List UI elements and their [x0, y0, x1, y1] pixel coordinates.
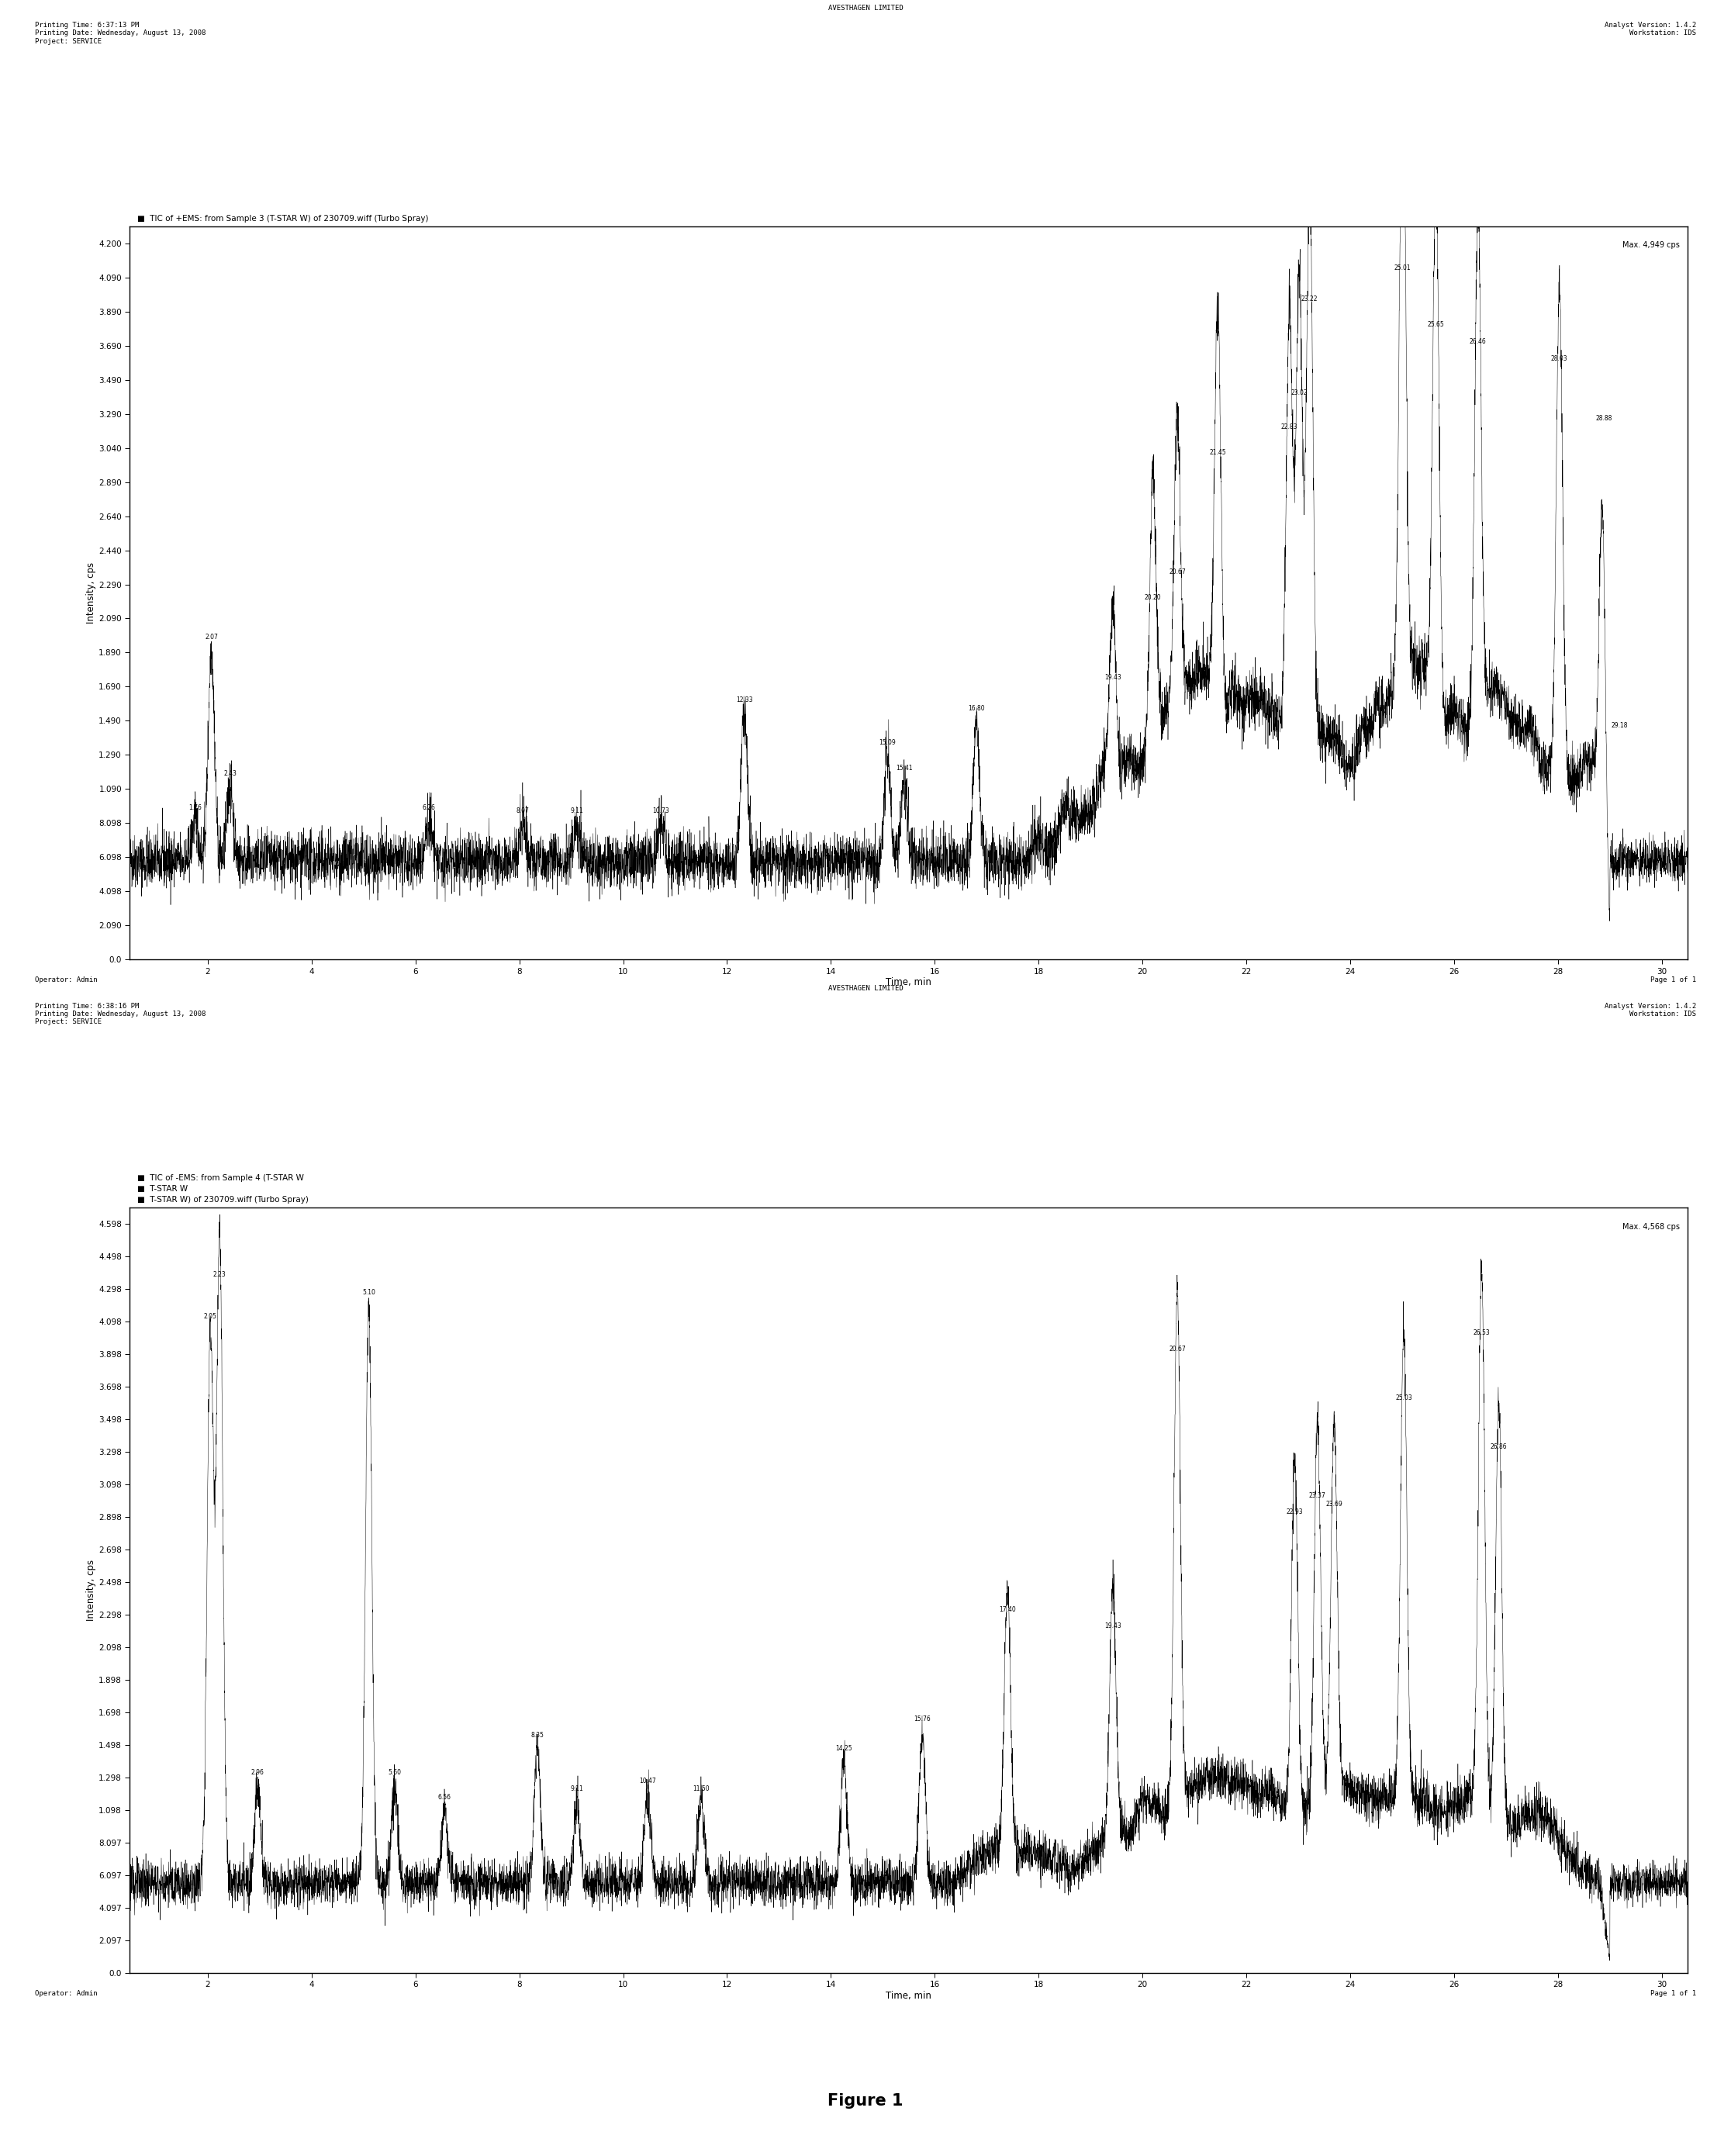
Text: 1.76: 1.76	[189, 804, 203, 811]
Text: 5.10: 5.10	[362, 1289, 376, 1296]
Text: Analyst Version: 1.4.2
Workstation: IDS: Analyst Version: 1.4.2 Workstation: IDS	[1605, 22, 1696, 37]
Text: Figure 1: Figure 1	[827, 2093, 904, 2109]
Text: Max. 4,949 cps: Max. 4,949 cps	[1622, 241, 1679, 248]
Text: 10.47: 10.47	[639, 1777, 656, 1785]
Text: 2.05: 2.05	[204, 1313, 216, 1319]
Text: 6.26: 6.26	[422, 804, 436, 811]
Y-axis label: Intensity, cps: Intensity, cps	[87, 1559, 97, 1621]
Text: 10.73: 10.73	[653, 806, 670, 815]
Text: 20.67: 20.67	[1168, 1345, 1186, 1352]
Text: Printing Time: 6:37:13 PM
Printing Date: Wednesday, August 13, 2008
Project: SER: Printing Time: 6:37:13 PM Printing Date:…	[35, 22, 206, 45]
Text: 2.43: 2.43	[223, 770, 237, 776]
Text: 25.03: 25.03	[1395, 1395, 1412, 1401]
Text: 8.07: 8.07	[516, 806, 530, 815]
Text: ■  TIC of +EMS: from Sample 3 (T-STAR W) of 230709.wiff (Turbo Spray): ■ TIC of +EMS: from Sample 3 (T-STAR W) …	[138, 216, 429, 222]
X-axis label: Time, min: Time, min	[886, 1990, 931, 2001]
Text: 8.35: 8.35	[531, 1731, 544, 1740]
Text: 12.33: 12.33	[736, 696, 753, 703]
Text: 23.02: 23.02	[1291, 390, 1307, 397]
Text: 15.76: 15.76	[914, 1716, 931, 1723]
Text: 6.56: 6.56	[438, 1794, 452, 1800]
Text: 21.45: 21.45	[1210, 448, 1226, 457]
Text: Max. 4,568 cps: Max. 4,568 cps	[1622, 1222, 1679, 1231]
Y-axis label: Intensity, cps: Intensity, cps	[87, 563, 97, 623]
Text: 23.69: 23.69	[1326, 1501, 1343, 1507]
Text: 20.67: 20.67	[1168, 569, 1186, 576]
Text: 26.53: 26.53	[1473, 1330, 1490, 1337]
Text: AVESTHAGEN LIMITED: AVESTHAGEN LIMITED	[827, 4, 904, 11]
Text: 2.96: 2.96	[251, 1770, 265, 1777]
Text: 26.86: 26.86	[1490, 1445, 1508, 1451]
Text: 2.07: 2.07	[204, 634, 218, 640]
Text: 14.25: 14.25	[836, 1744, 852, 1753]
Text: 23.22: 23.22	[1302, 295, 1317, 302]
Text: 20.20: 20.20	[1144, 595, 1162, 602]
Text: 19.43: 19.43	[1104, 675, 1122, 681]
Text: 22.83: 22.83	[1281, 425, 1298, 431]
Text: Page 1 of 1: Page 1 of 1	[1651, 977, 1696, 983]
Text: 9.11: 9.11	[571, 806, 583, 815]
Text: 2.23: 2.23	[213, 1272, 227, 1279]
Text: ■  TIC of -EMS: from Sample 4 (T-STAR W
■  T-STAR W
■  T-STAR W) of 230709.wiff : ■ TIC of -EMS: from Sample 4 (T-STAR W ■…	[138, 1175, 308, 1203]
Text: Operator: Admin: Operator: Admin	[35, 1990, 97, 1996]
Text: 9.11: 9.11	[571, 1785, 583, 1792]
Text: 23.37: 23.37	[1309, 1492, 1326, 1498]
Text: Analyst Version: 1.4.2
Workstation: IDS: Analyst Version: 1.4.2 Workstation: IDS	[1605, 1003, 1696, 1018]
Text: 16.80: 16.80	[968, 705, 985, 711]
Text: 15.09: 15.09	[879, 740, 897, 746]
Text: 28.88: 28.88	[1596, 416, 1612, 423]
Text: 25.65: 25.65	[1428, 321, 1444, 328]
Text: 15.41: 15.41	[895, 765, 912, 772]
Text: 17.40: 17.40	[999, 1606, 1016, 1613]
Text: 29.18: 29.18	[1612, 722, 1627, 729]
Text: Operator: Admin: Operator: Admin	[35, 977, 97, 983]
Text: 11.50: 11.50	[692, 1785, 710, 1792]
Text: Page 1 of 1: Page 1 of 1	[1651, 1990, 1696, 1996]
Text: 25.01: 25.01	[1393, 265, 1411, 272]
Text: 19.43: 19.43	[1104, 1623, 1122, 1630]
Text: 26.46: 26.46	[1470, 338, 1487, 345]
Text: 22.93: 22.93	[1286, 1509, 1303, 1516]
Text: Printing Time: 6:38:16 PM
Printing Date: Wednesday, August 13, 2008
Project: SER: Printing Time: 6:38:16 PM Printing Date:…	[35, 1003, 206, 1026]
X-axis label: Time, min: Time, min	[886, 977, 931, 987]
Text: AVESTHAGEN LIMITED: AVESTHAGEN LIMITED	[827, 985, 904, 992]
Text: 28.03: 28.03	[1551, 356, 1568, 362]
Text: 5.60: 5.60	[388, 1770, 402, 1777]
